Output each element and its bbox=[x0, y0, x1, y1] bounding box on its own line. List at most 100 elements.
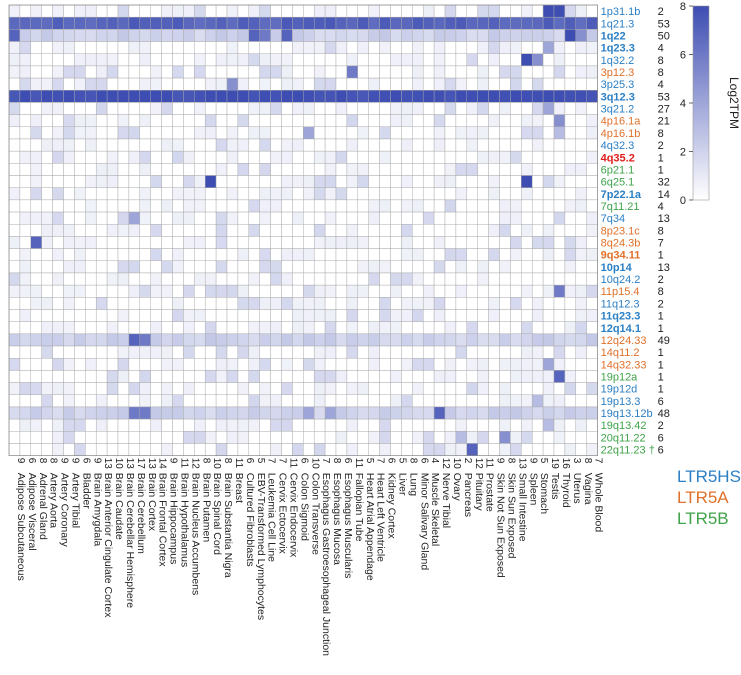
heatmap-cell-6q25-1-brain-caudate bbox=[106, 175, 119, 188]
heatmap-cell-14q32-33-breast bbox=[226, 357, 239, 371]
heatmap-cell-7q11-21-stomach bbox=[531, 199, 544, 213]
heatmap-cell-3p12-3-cervix-endocervix bbox=[281, 65, 293, 79]
heatmap-cell-9q34-11-skin-sun-exposed bbox=[499, 248, 511, 262]
heatmap-cell-7q34-adipose-visceral bbox=[19, 211, 32, 225]
heatmap-cell-4p16-1a-brain-cerebellar-hemisphere bbox=[117, 114, 130, 128]
heatmap-cell-1q22-brain-cortex bbox=[139, 29, 151, 42]
column-label-stomach: Stomach bbox=[538, 473, 550, 515]
heatmap-cell-6q25-1-artery-tibial bbox=[63, 175, 75, 188]
heatmap-cell-8p23-1c-prostate bbox=[477, 224, 489, 237]
heatmap-cell-19p12d-esophagus-muscularis bbox=[335, 382, 348, 395]
heatmap-cell-19p12d-fallopian-tube bbox=[346, 382, 359, 395]
heatmap-cell-4p16-1a-artery-coronary bbox=[52, 114, 64, 128]
heatmap-cell-8p23-1c-pancreas bbox=[455, 224, 468, 237]
heatmap-cell-8q24-3b-heart-atrial-appendage bbox=[357, 236, 369, 249]
heatmap-cell-1q32-2-brain-amygdala bbox=[85, 53, 97, 67]
heatmap-cell-11q12-3-ebv-transformed-lymphocytes bbox=[248, 297, 260, 310]
heatmap-cell-11q12-3-esophagus-gastroesophageal-junction bbox=[313, 297, 326, 310]
heatmap-cell-20q11-22-adrenal-gland bbox=[30, 431, 42, 444]
heatmap-cell-1q22-cultured-fibroblasts bbox=[237, 29, 250, 42]
heatmap-cell-1q23-3-esophagus-muscularis bbox=[335, 41, 348, 54]
heatmap-cell-19p13-3-brain-caudate bbox=[106, 394, 119, 408]
heatmap-cell-19p12a-thyroid bbox=[553, 370, 566, 383]
heatmap-cell-14q11-2-testis bbox=[542, 345, 555, 359]
heatmap-cell-4p16-1b-brain-cerebellar-hemisphere bbox=[117, 126, 130, 140]
heatmap-cell-19p12d-colon-transverse bbox=[303, 382, 315, 395]
heatmap-cell-1q21-3-brain-cerebellum bbox=[128, 16, 141, 30]
heatmap-cell-4q35-2-fallopian-tube bbox=[346, 150, 359, 164]
heatmap-cell-19p12d-breast bbox=[226, 382, 239, 395]
heatmap-cell-3q21-2-adipose-subcutaneous bbox=[8, 102, 21, 115]
heatmap-cell-4p16-1a-muscle-skeletal bbox=[422, 114, 435, 128]
heatmap-cell-9q34-11-whole-blood bbox=[586, 248, 598, 262]
heatmap-cell-4p16-1a-brain-amygdala bbox=[85, 114, 97, 128]
heatmap-cell-12q14-1-liver bbox=[390, 321, 402, 335]
heatmap-cell-10p14-skin-sun-exposed bbox=[499, 260, 511, 274]
heatmap-cell-1p31-1b-skin-sun-exposed bbox=[499, 4, 511, 18]
heatmap-cell-12q24-33-adipose-subcutaneous bbox=[8, 333, 21, 347]
heatmap-cell-6p21-1-cervix-ectocervix bbox=[270, 163, 282, 176]
heatmap-cell-6q25-1-thyroid bbox=[553, 175, 566, 188]
heatmap-cell-9q34-11-minor-salivary-gland bbox=[412, 248, 424, 262]
heatmap-cell-22q11-23-adipose-visceral bbox=[19, 443, 32, 456]
heatmap-cell-8q24-3b-brain-putamen bbox=[194, 236, 206, 249]
heatmap-cell-1q23-3-testis bbox=[542, 41, 555, 54]
heatmap-cell-1q23-3-whole-blood bbox=[586, 41, 598, 54]
heatmap-cell-19q13-12b-small-intestine bbox=[510, 406, 522, 420]
heatmap-cell-7q34-adrenal-gland bbox=[30, 211, 42, 225]
heatmap-cell-1p31-1b-liver bbox=[390, 4, 402, 18]
heatmap-cell-4q32-3-nerve-tibial bbox=[433, 138, 446, 152]
heatmap-cell-10q24-2-brain-amygdala bbox=[85, 272, 97, 286]
heatmap-cell-10q24-2-spleen bbox=[521, 272, 533, 286]
heatmap-cell-11q12-3-ovary bbox=[444, 297, 457, 310]
heatmap-cell-7q34-brain-nucleus-accumbens bbox=[183, 211, 195, 225]
heatmap-cell-1q23-3-brain-amygdala bbox=[85, 41, 97, 54]
heatmap-cell-1q22-bladder bbox=[74, 29, 86, 42]
heatmap-cell-4p16-1a-artery-aorta bbox=[41, 114, 53, 128]
heatmap-cell-8q24-3b-esophagus-mucosa bbox=[324, 236, 337, 249]
heatmap-cell-12q24-33-cultured-fibroblasts bbox=[237, 333, 250, 347]
heatmap-cell-8q24-3b-artery-aorta bbox=[41, 236, 53, 249]
heatmap-cell-7p22-1a-brain-cortex bbox=[139, 187, 151, 201]
heatmap-cell-3p25-3-skin-sun-exposed bbox=[499, 77, 511, 91]
heatmap-cell-8q24-3b-brain-anterior-cingulate-cortex bbox=[95, 236, 108, 249]
heatmap-cell-1q22-brain-amygdala bbox=[85, 29, 97, 42]
heatmap-cell-19p13-3-thyroid bbox=[553, 394, 566, 408]
heatmap-cell-7q34-brain-caudate bbox=[106, 211, 119, 225]
heatmap-cell-1p31-1b-brain-spinal-cord bbox=[204, 4, 217, 18]
heatmap-cell-4p16-1b-brain-anterior-cingulate-cortex bbox=[95, 126, 108, 140]
heatmap-cell-3q21-2-colon-sigmoid bbox=[292, 102, 304, 115]
heatmap-cell-19q13-42-vagina bbox=[575, 418, 587, 432]
heatmap-cell-19q13-12b-uterus bbox=[564, 406, 577, 420]
heatmap-cell-3p12-3-spleen bbox=[521, 65, 533, 79]
heatmap-cell-22q11-23-heart-left-ventricle bbox=[368, 443, 380, 456]
heatmap-cell-4q32-3-adrenal-gland bbox=[30, 138, 42, 152]
heatmap-cell-19p12a-colon-sigmoid bbox=[292, 370, 304, 383]
heatmap-cell-4p16-1b-heart-atrial-appendage bbox=[357, 126, 369, 140]
heatmap-cell-12q14-1-esophagus-muscularis bbox=[335, 321, 348, 335]
row-count-1q32-2: 8 bbox=[658, 55, 664, 67]
column-count-brain-amygdala: 9 bbox=[91, 458, 102, 464]
heatmap-cell-3q12-3-fallopian-tube bbox=[346, 90, 359, 103]
heatmap-cell-1q21-3-spleen bbox=[521, 16, 533, 30]
heatmap-cell-19q13-42-lung bbox=[401, 418, 413, 432]
heatmap-cell-14q32-33-small-intestine bbox=[510, 357, 522, 371]
heatmap-cell-11q12-3-lung bbox=[401, 297, 413, 310]
heatmap-cell-19q13-42-muscle-skeletal bbox=[422, 418, 435, 432]
heatmap-cell-3p12-3-brain-nucleus-accumbens bbox=[183, 65, 195, 79]
heatmap-cell-19p12d-skin-sun-exposed bbox=[499, 382, 511, 395]
heatmap-cell-1p31-1b-ovary bbox=[444, 4, 457, 18]
colorbar-tick-0: 0 bbox=[680, 195, 686, 207]
heatmap-cell-1q21-3-minor-salivary-gland bbox=[412, 16, 424, 30]
column-label-brain-caudate: Brain Caudate bbox=[113, 473, 125, 540]
heatmap-cell-7q34-minor-salivary-gland bbox=[412, 211, 424, 225]
heatmap-cell-11p15-4-leukemia-cell-line bbox=[259, 284, 271, 298]
heatmap-cell-3q12-3-brain-hippocampus bbox=[161, 90, 173, 103]
heatmap-cell-3q21-2-skin-sun-exposed bbox=[499, 102, 511, 115]
heatmap-cell-3q12-3-prostate bbox=[477, 90, 489, 103]
heatmap-cell-3q21-2-heart-atrial-appendage bbox=[357, 102, 369, 115]
column-count-heart-left-ventricle: 7 bbox=[375, 458, 386, 464]
heatmap-cell-1q32-2-heart-left-ventricle bbox=[368, 53, 380, 67]
